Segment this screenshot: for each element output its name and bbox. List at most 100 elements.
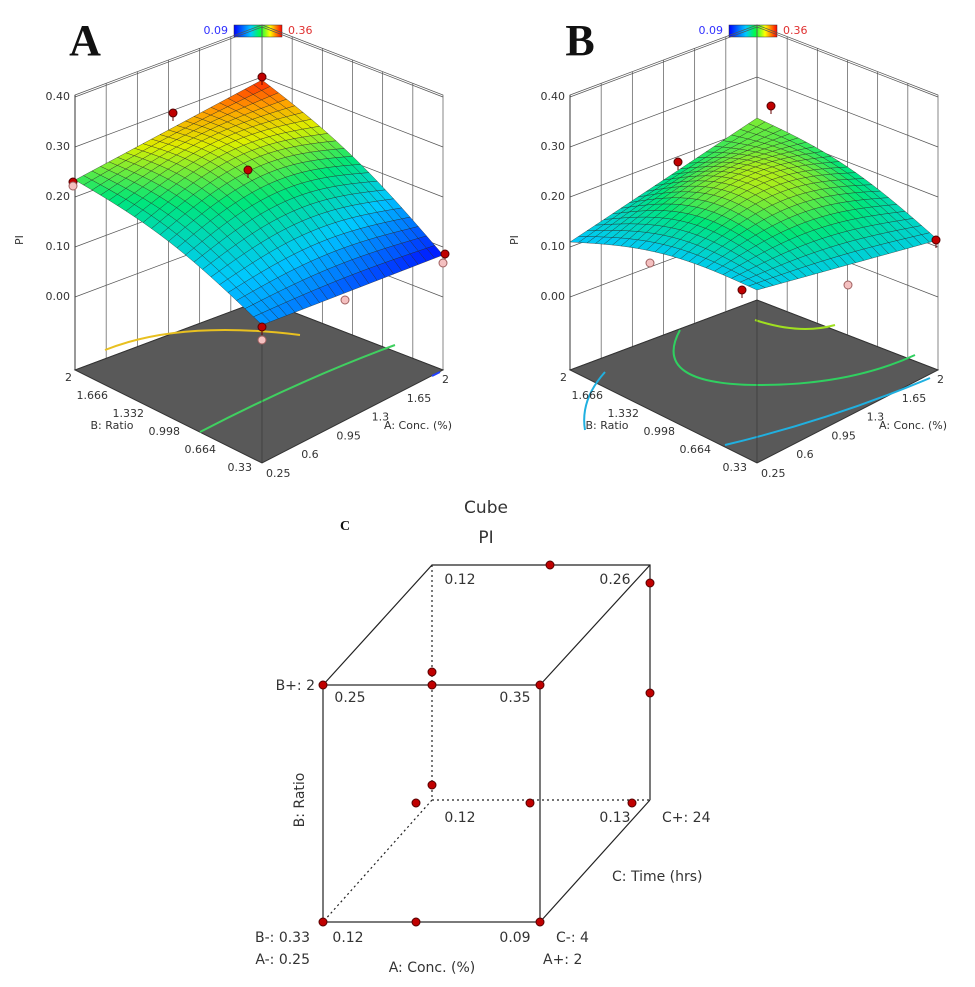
- b-tick-label: 0.664: [185, 443, 217, 456]
- panel-letter: A: [69, 16, 101, 65]
- contour: [754, 319, 836, 330]
- corner-value: 0.12: [444, 572, 475, 588]
- wall-grid: [74, 26, 444, 98]
- axis-title: A: Conc. (%): [389, 960, 476, 976]
- surface-panel: B 0.09 0.36 0.40 0.30 0.20 0.10 0.00 PI 2 1.666 1.3…: [508, 16, 947, 480]
- b-tick-label: 0.33: [228, 461, 253, 474]
- z-axis-title: PI: [13, 235, 26, 245]
- design-point: [257, 72, 267, 82]
- wall-grid: [569, 26, 939, 98]
- z-tick-label: 0.40: [46, 90, 71, 103]
- level-label: C+: 24: [662, 810, 711, 826]
- level-label: A-: 0.25: [255, 952, 310, 968]
- z-tick-label: 0.40: [541, 90, 566, 103]
- a-tick-label: 0.6: [796, 448, 814, 461]
- axis-title: B: Ratio: [292, 773, 308, 828]
- corner-value: 0.13: [599, 810, 630, 826]
- z-tick-label: 0.10: [541, 240, 566, 253]
- b-axis-title: B: Ratio: [586, 419, 629, 432]
- a-tick-label: 0.95: [831, 429, 856, 442]
- level-label: B+: 2: [276, 678, 315, 694]
- b-axis-title: B: Ratio: [91, 419, 134, 432]
- a-tick-label: 0.25: [266, 467, 291, 480]
- design-point: [843, 280, 853, 290]
- axis-title: C: Time (hrs): [612, 869, 703, 885]
- colorbar-max: 0.36: [288, 24, 313, 37]
- a-tick-label: 0.25: [761, 467, 786, 480]
- b-tick-label: 1.332: [608, 407, 640, 420]
- contour: [104, 329, 301, 351]
- design-point: [257, 335, 267, 345]
- a-tick-label: 1.3: [867, 411, 885, 424]
- colorbar-min: 0.09: [204, 24, 229, 37]
- a-tick-label: 1.65: [407, 392, 432, 405]
- cube-plot: C Cube PI 0.12 0.26 0.25 0.35 0.12 0.13: [255, 498, 711, 976]
- b-tick-label: 0.998: [149, 425, 181, 438]
- panel-letter: C: [340, 519, 350, 534]
- a-tick-label: 2: [442, 373, 449, 386]
- a-tick-label: 0.95: [336, 429, 361, 442]
- b-tick-label: 0.33: [723, 461, 748, 474]
- a-tick-label: 0.6: [301, 448, 319, 461]
- contour: [431, 371, 441, 377]
- design-point: [257, 322, 267, 332]
- design-point: [68, 181, 78, 191]
- design-point: [440, 249, 450, 259]
- floor: [73, 299, 445, 464]
- design-point: [438, 258, 448, 268]
- contour: [583, 371, 606, 431]
- corner-value: 0.26: [599, 572, 630, 588]
- colorbar-max: 0.36: [783, 24, 808, 37]
- z-tick-label: 0.10: [46, 240, 71, 253]
- design-point: [766, 101, 776, 111]
- response-surface: [74, 79, 444, 326]
- design-points: [318, 560, 655, 927]
- level-label: B-: 0.33: [255, 930, 310, 946]
- design-point: [737, 285, 747, 295]
- b-tick-label: 1.666: [77, 389, 109, 402]
- cube-subtitle: PI: [478, 528, 493, 548]
- corner-value: 0.12: [332, 930, 363, 946]
- z-tick-label: 0.30: [541, 140, 566, 153]
- a-tick-label: 1.65: [902, 392, 927, 405]
- b-tick-label: 1.332: [113, 407, 145, 420]
- contour: [724, 377, 931, 446]
- design-point: [673, 157, 683, 167]
- b-tick-label: 0.664: [680, 443, 712, 456]
- design-point: [931, 235, 941, 245]
- floor: [568, 299, 940, 464]
- corner-value: 0.09: [499, 930, 530, 946]
- a-tick-label: 2: [937, 373, 944, 386]
- cube-edges: [322, 564, 651, 923]
- b-tick-label: 1.666: [572, 389, 604, 402]
- corner-value: 0.12: [444, 810, 475, 826]
- colorbar-min: 0.09: [699, 24, 724, 37]
- corner-value: 0.35: [499, 690, 530, 706]
- panel-letter: B: [565, 16, 594, 65]
- a-axis-title: A: Conc. (%): [879, 419, 947, 432]
- level-label: A+: 2: [543, 952, 582, 968]
- contour: [199, 344, 396, 433]
- design-point: [168, 108, 178, 118]
- design-point: [340, 295, 350, 305]
- b-tick-label: 2: [560, 371, 567, 384]
- design-point: [645, 258, 655, 268]
- level-label: C-: 4: [556, 930, 589, 946]
- design-point: [243, 165, 253, 175]
- b-tick-label: 0.998: [644, 425, 676, 438]
- corner-value: 0.25: [334, 690, 365, 706]
- cube-title: Cube: [464, 498, 508, 518]
- z-tick-label: 0.30: [46, 140, 71, 153]
- z-tick-label: 0.20: [46, 190, 71, 203]
- z-axis-title: PI: [508, 235, 521, 245]
- contour: [672, 329, 916, 387]
- z-tick-label: 0.00: [46, 290, 71, 303]
- wall-grid: [569, 76, 939, 148]
- a-tick-label: 1.3: [372, 411, 390, 424]
- surface-panel: A 0.09 0.36 0.40 0.30 0.20 0.10 0.00 PI 2 1.666 1.3…: [13, 16, 452, 480]
- a-axis-title: A: Conc. (%): [384, 419, 452, 432]
- panels: A 0.09 0.36 0.40 0.30 0.20 0.10 0.00 PI 2 1.666 1.3…: [13, 16, 947, 480]
- response-surface: [569, 117, 939, 291]
- z-tick-label: 0.20: [541, 190, 566, 203]
